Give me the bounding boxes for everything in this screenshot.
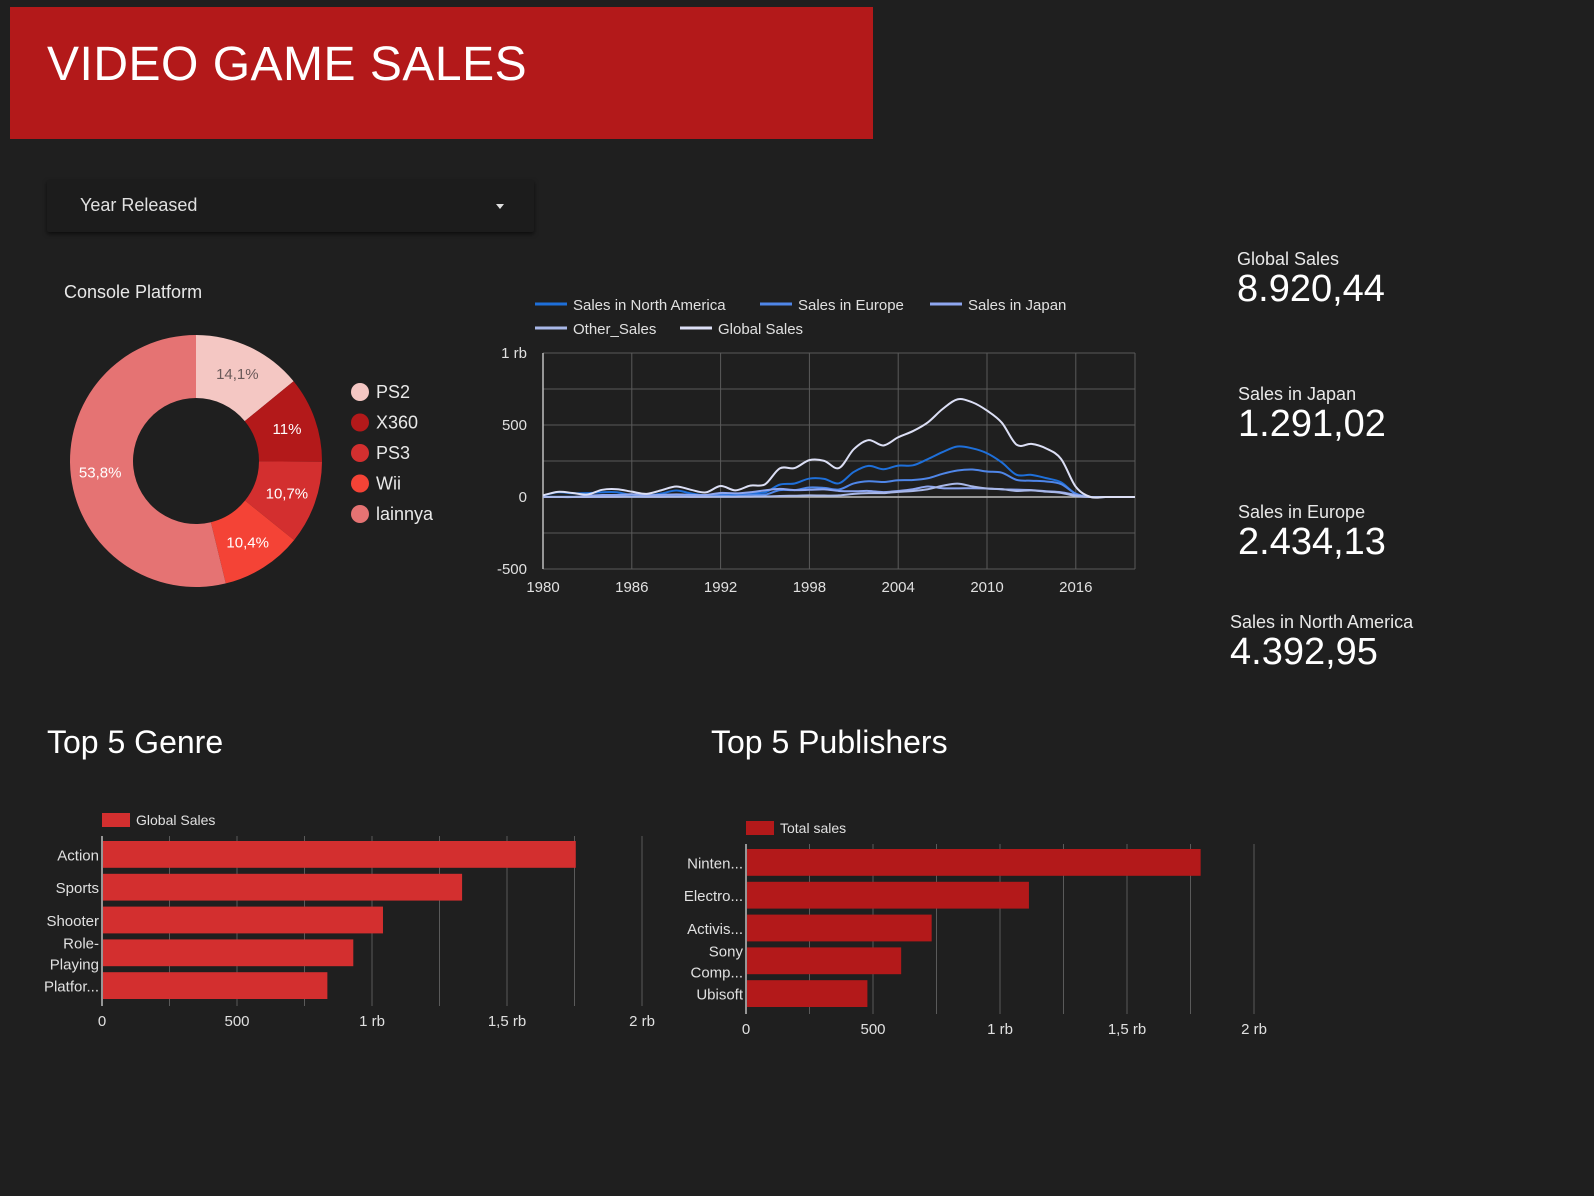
category-label: Playing [50,956,99,973]
bar[interactable] [103,841,576,868]
top-publishers-title: Top 5 Publishers [711,724,948,760]
category-label: Role- [63,935,99,952]
bar[interactable] [103,972,328,999]
bar[interactable] [103,906,383,934]
series-line-4[interactable] [542,398,1135,499]
category-label: Activis... [687,921,743,938]
legend-label: Sales in Europe [798,297,904,314]
donut-slice-label: 10,4% [226,534,269,551]
page-title: VIDEO GAME SALES [47,38,528,91]
caret-down-icon[interactable] [496,204,504,209]
kpi-north-america-sales-value: 4.392,95 [1230,631,1378,673]
bar[interactable] [103,939,354,967]
x-tick-label: 2004 [882,579,915,596]
kpi-europe-sales-label: Sales in Europe [1238,502,1366,522]
donut-slice-label: 10,7% [266,485,309,502]
bar[interactable] [747,849,1201,876]
x-tick-label: 0 [98,1013,106,1030]
legend-label: Global Sales [718,321,803,338]
header-banner: VIDEO GAME SALES [10,7,873,139]
legend-label: Other_Sales [573,321,656,338]
donut-slice-label: 14,1% [216,366,259,383]
x-tick-label: 1,5 rb [488,1013,526,1030]
category-label: Ubisoft [696,987,744,1004]
year-released-label: Year Released [80,195,198,215]
legend-label: PS3 [376,443,410,463]
legend-label: Wii [376,474,401,494]
legend-dot [351,383,369,401]
x-tick-label: 1986 [615,579,648,596]
category-label: Platfor... [44,979,99,996]
series-line-3[interactable] [542,482,1135,499]
legend-label: Sales in Japan [968,297,1066,314]
console-platform-donut-chart: 14,1% 11% 10,7% 10,4% 53,8% PS2 X360 PS3 Wii lain… [70,335,434,587]
bar[interactable] [747,947,902,975]
bar[interactable] [747,980,868,1007]
top-genre-title: Top 5 Genre [47,724,224,760]
x-tick-label: 2 rb [1241,1021,1267,1038]
category-label: Shooter [46,913,99,930]
x-tick-label: 1 rb [359,1013,385,1030]
x-tick-label: 1980 [526,579,559,596]
top-publishers-bar-chart: Total sales 0 500 1 rb 1,5 rb 2 rb Ninten... El… [684,820,1267,1038]
legend-dot [351,505,369,523]
category-label: Comp... [690,964,743,981]
y-tick-label: 500 [502,417,527,434]
kpi-japan-sales-value: 1.291,02 [1238,403,1386,445]
donut-slice-label: 53,8% [79,464,122,481]
x-tick-label: 500 [224,1013,249,1030]
legend-label: PS2 [376,382,410,402]
bar[interactable] [747,881,1029,909]
legend-dot [351,474,369,493]
legend-dot [351,444,369,462]
donut-slice-lainnya[interactable] [70,335,226,587]
legend-label: lainnya [376,504,434,524]
top-genre-bar-chart: Global Sales 0 500 1 rb 1,5 rb 2 rb Action Spor… [44,812,655,1030]
x-tick-label: 2016 [1059,579,1092,596]
legend-label: Sales in North America [573,297,726,314]
kpi-japan-sales-label: Sales in Japan [1238,384,1357,404]
y-tick-label: -500 [497,561,527,578]
x-tick-label: 1992 [704,579,737,596]
kpi-global-sales-value: 8.920,44 [1237,268,1385,310]
legend-dot [351,413,369,432]
sales-over-time-line-chart: 1980 1986 1992 1998 2004 2010 2016 1 rb 500 0 -500… [497,297,1136,596]
legend-label: Total sales [780,820,846,836]
y-tick-label: 1 rb [501,345,527,362]
x-tick-label: 500 [860,1021,885,1038]
donut-slice-ps3[interactable] [245,461,322,541]
category-label: Electro... [684,888,743,905]
category-label: Sports [56,880,99,897]
bar[interactable] [747,914,932,942]
donut-chart-title: Console Platform [64,282,203,302]
kpi-north-america-sales-label: Sales in North America [1230,612,1414,632]
legend-swatch [102,813,130,827]
donut-slice-ps2[interactable] [196,335,294,422]
y-tick-label: 0 [519,489,527,506]
legend-label: X360 [376,413,418,433]
category-label: Action [57,847,99,864]
year-released-dropdown[interactable]: Year Released [47,180,534,232]
donut-slice-x360[interactable] [244,381,322,462]
kpi-europe-sales-value: 2.434,13 [1238,521,1386,563]
donut-slice-label: 11% [273,421,302,438]
x-tick-label: 1 rb [987,1021,1013,1038]
bar[interactable] [103,873,463,901]
x-tick-label: 1998 [793,579,826,596]
x-tick-label: 2 rb [629,1013,655,1030]
x-tick-label: 0 [742,1021,750,1038]
x-tick-label: 2010 [970,579,1003,596]
category-label: Sony [709,943,744,960]
x-tick-label: 1,5 rb [1108,1021,1146,1038]
legend-label: Global Sales [136,812,215,828]
category-label: Ninten... [687,855,743,872]
donut-slice-wii[interactable] [210,500,295,584]
kpi-global-sales-label: Global Sales [1237,249,1340,269]
legend-swatch [746,821,774,835]
